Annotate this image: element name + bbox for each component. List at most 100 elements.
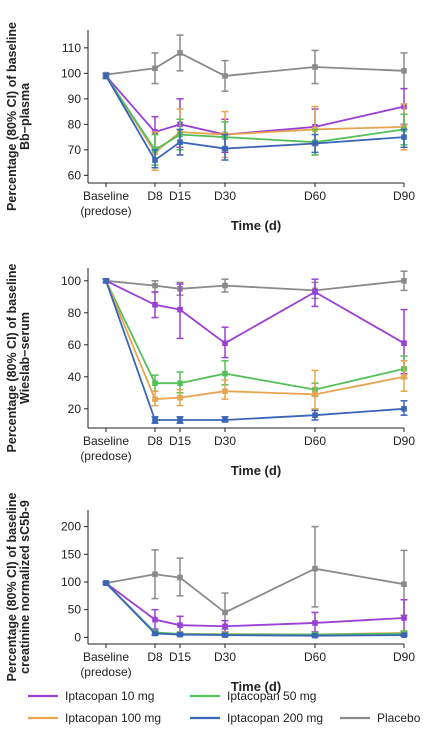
series-line [105,75,405,154]
data-point [312,412,318,418]
series-iptacopan-100-mg [102,72,408,171]
legend-item-iptacopan-200-mg: Iptacopan 200 mg [190,711,323,725]
series-line [105,582,405,628]
data-point [401,278,407,284]
data-point [152,380,158,386]
data-point [103,278,109,284]
data-point [152,302,158,308]
data-point [401,374,407,380]
series-placebo [102,270,408,300]
x-tick-sublabel: (predose) [80,665,131,679]
data-point [177,394,183,401]
x-tick-label: D15 [169,189,191,203]
x-tick-label: D60 [304,189,326,203]
data-point [222,417,228,423]
x-tick-label: D60 [304,434,326,448]
y-tick-label: 40 [68,370,82,384]
data-point [152,65,158,72]
y-tick-label: 150 [61,547,81,561]
data-point [222,623,228,630]
series-line [105,280,405,391]
y-tick-label: 100 [61,575,81,589]
y-tick-label: 80 [68,306,82,320]
data-point [177,631,183,638]
y-tick-label: 0 [74,630,81,644]
series-line [105,582,405,636]
data-point [312,391,318,398]
x-tick-label: Baseline [83,189,129,203]
data-point [222,388,228,394]
data-point [222,73,228,79]
data-point [312,565,318,572]
y-axis-label-line-1: Percentage (80% CI) of baseline [5,492,19,681]
data-point [401,632,407,638]
series-line [105,279,405,292]
y-tick-label: 80 [68,117,82,131]
y-axis-label-line-2: Wieslab−serum [18,312,32,404]
series-iptacopan-10-mg [102,278,408,375]
data-point [177,50,183,56]
x-tick-label: D30 [214,189,236,203]
y-axis-label-line-1: Percentage (80% CI) of baseline [5,263,19,452]
x-tick-sublabel: (predose) [80,204,131,218]
legend-label: Iptacopan 50 mg [227,689,316,703]
series-line [105,75,405,152]
y-tick-label: 100 [61,66,81,80]
x-tick-label: D8 [147,650,163,664]
data-point [152,616,158,623]
x-tick-label: Baseline [83,650,129,664]
series-iptacopan-10-mg [102,580,408,634]
x-tick-label: D90 [393,434,415,448]
series-line [105,582,405,637]
y-tick-label: 70 [68,143,82,157]
chart-panel-2: 20 40 60 80 100 Baseline(predose) D8 D15 D30 D60 D… [5,263,415,478]
x-axis-label: Time (d) [231,463,281,478]
data-point [177,306,183,313]
data-point [177,139,183,145]
data-point [312,64,318,70]
x-tick-label: D90 [393,189,415,203]
y-tick-label: 50 [68,603,82,617]
series-placebo [102,34,408,92]
data-point [177,380,183,386]
data-point [103,580,109,586]
series-iptacopan-50-mg [102,580,408,638]
data-point [177,622,183,628]
x-tick-label: D30 [214,434,236,448]
data-point [312,632,318,639]
data-point [222,632,228,638]
series-line [105,280,405,421]
x-tick-label: D15 [169,434,191,448]
series-iptacopan-100-mg [102,278,408,410]
series-iptacopan-200-mg [102,278,408,424]
series-line [105,280,405,401]
x-tick-label: D15 [169,650,191,664]
series-iptacopan-50-mg [102,278,408,397]
y-axis-label-line-2: creatinine normalized sC5b-9 [18,500,32,674]
legend-item-placebo: Placebo [340,711,421,725]
legend-item-iptacopan-50-mg: Iptacopan 50 mg [190,689,316,703]
data-point [222,609,228,616]
data-point [222,340,228,346]
y-tick-label: 90 [68,92,82,106]
series-line [105,279,405,345]
series-line [105,51,405,77]
x-axis-label: Time (d) [231,218,281,233]
series-iptacopan-100-mg [102,580,408,638]
x-tick-label: D30 [214,650,236,664]
y-tick-label: 60 [68,168,82,182]
y-axis-label-line-1: Percentage (80% CI) of baseline [5,22,19,211]
data-point [152,630,158,637]
chart-panel-3: 0 50 100 150 200 Baseline(predose) D8 D15 D30 D60… [5,492,415,694]
legend: Iptacopan 10 mg Iptacopan 50 mg Iptacopan … [28,689,421,725]
data-point [152,157,158,163]
series-iptacopan-200-mg [102,580,408,639]
data-point [401,406,407,412]
data-point [401,340,407,346]
data-point [401,134,407,140]
y-axis-label-line-2: Bb−plasma [18,82,32,150]
data-point [177,417,183,423]
data-point [312,620,318,626]
series-iptacopan-200-mg [102,72,408,169]
series-line [105,75,405,162]
